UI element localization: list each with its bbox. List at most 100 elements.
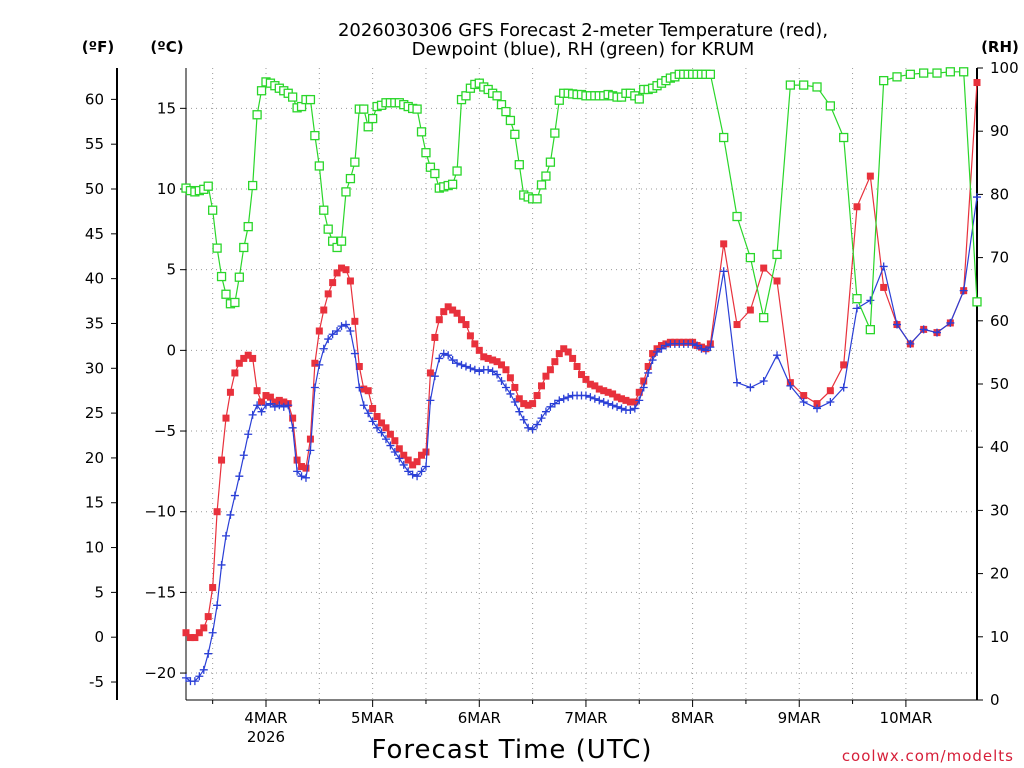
x-tick-label: 7MAR [564, 709, 607, 727]
celsius-tick-label: −20 [144, 664, 176, 682]
fahrenheit-tick-label: 5 [94, 583, 104, 601]
temperature-point [480, 353, 488, 361]
dewpoint-point [746, 383, 755, 392]
temperature-point [355, 362, 363, 370]
dewpoint-point [608, 401, 617, 410]
temperature-point [493, 358, 501, 366]
dewpoint-point [493, 370, 502, 379]
dewpoint-point [475, 367, 484, 376]
dewpoint-point [279, 402, 288, 411]
dewpoint-point [439, 349, 448, 358]
axes [111, 67, 983, 707]
temperature-point [209, 584, 217, 592]
dewpoint-point [426, 396, 435, 405]
rh-tick-label: 40 [990, 438, 1009, 456]
temperature-point [413, 458, 421, 466]
temperature-point [538, 382, 546, 390]
dewpoint-point [786, 381, 795, 390]
dewpoint-point [501, 383, 510, 392]
temperature-point [458, 316, 466, 324]
rh-point [345, 173, 356, 184]
temperature-point [800, 392, 808, 400]
dewpoint-point [599, 397, 608, 406]
temperature-point [280, 398, 288, 406]
series-rh [181, 67, 982, 335]
rh-point [323, 224, 333, 234]
dewpoint-point [297, 472, 306, 481]
dewpoint-point [399, 460, 408, 469]
dewpoint-point [328, 330, 337, 339]
temperature-point [506, 374, 514, 382]
dewpoint-point [799, 397, 808, 406]
rh-point [945, 67, 955, 77]
dewpoint-point [635, 396, 644, 405]
dewpoint-point [697, 344, 706, 353]
rh-point [452, 166, 462, 176]
celsius-tick-label: 15 [157, 99, 176, 117]
temperature-point [551, 358, 559, 366]
dewpoint-point [239, 451, 248, 460]
dewpoint-point [719, 267, 728, 276]
temperature-point [302, 464, 310, 472]
rh-point [501, 106, 511, 117]
dewpoint-point [466, 364, 475, 373]
temperature-point [542, 372, 550, 380]
dewpoint-point [337, 322, 346, 331]
temperature-point [289, 414, 297, 422]
dewpoint-point [235, 472, 244, 481]
dewpoint-point [350, 349, 359, 358]
dewpoint-point [190, 677, 199, 686]
rh-point [208, 205, 218, 215]
x-tick-label: 6MAR [458, 709, 501, 727]
dewpoint-point [319, 344, 328, 353]
temperature-point [351, 317, 359, 325]
temperature-point [609, 390, 617, 398]
dewpoint-point [248, 410, 257, 419]
temperature-point [840, 361, 848, 369]
rh-point [536, 180, 547, 190]
temperature-point [182, 629, 190, 637]
dewpoint-point [515, 407, 524, 416]
temperature-point [266, 393, 274, 401]
temperature-point [591, 382, 599, 390]
rh-point [341, 187, 351, 197]
rh-tick-label: 50 [990, 375, 1009, 393]
dewpoint-point [595, 396, 604, 405]
rh-point [839, 132, 849, 143]
dewpoint-point [368, 417, 377, 426]
celsius-tick-label: −15 [144, 583, 176, 601]
rh-point [305, 94, 316, 105]
temperature-point [502, 366, 510, 374]
dewpoint-point [657, 344, 666, 353]
rh-point [234, 272, 244, 282]
rh-point [367, 113, 378, 124]
dewpoint-point [524, 423, 533, 432]
dewpoint-point [484, 365, 493, 374]
temperature-point [533, 392, 541, 400]
rh-point [248, 180, 258, 191]
temperature-point [626, 398, 634, 406]
rh-point [514, 160, 524, 170]
x-tick-label: 9MAR [778, 709, 821, 727]
rh-point [532, 194, 542, 204]
rh-point [288, 92, 298, 102]
dewpoint-point [346, 326, 355, 335]
temperature-point [315, 327, 323, 335]
temperature-point [298, 463, 306, 471]
dewpoint-point [395, 454, 404, 463]
tick-labels: 605550454035302520151050-5151050−10−15−2… [85, 59, 1019, 746]
dewpoint-point [973, 193, 981, 202]
temperature-point [435, 316, 443, 324]
dewpoint-point [546, 402, 555, 411]
temperature-point [258, 398, 266, 406]
rh-point [759, 312, 769, 323]
rh-point [919, 68, 929, 78]
rh-tick-label: 70 [990, 249, 1009, 267]
temperature-point [249, 354, 257, 362]
temperature-point [866, 172, 874, 180]
rh-point [719, 132, 729, 143]
rh-point [336, 236, 347, 246]
rh-point [350, 157, 360, 167]
rh-point [634, 94, 644, 104]
rh-point [745, 252, 756, 263]
